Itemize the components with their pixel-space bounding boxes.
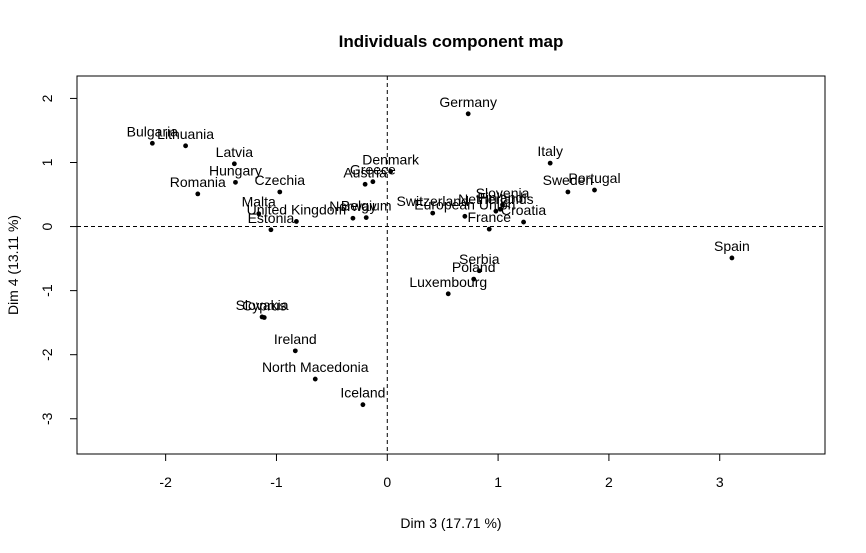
- data-point: [476, 268, 482, 274]
- y-tick-label: 2: [39, 94, 55, 102]
- point-label: Sweden: [543, 172, 594, 188]
- reference-lines: [77, 76, 825, 454]
- data-point: [294, 219, 299, 224]
- y-tick-label: 1: [39, 158, 55, 166]
- x-tick-label: 0: [383, 474, 391, 490]
- data-point: [471, 276, 477, 282]
- point-label: United Kingdom: [247, 201, 347, 217]
- y-tick-label: -2: [39, 348, 55, 361]
- point-label: Portugal: [568, 170, 620, 186]
- point-label: Hungary: [209, 162, 262, 178]
- y-tick-label: -3: [39, 412, 55, 425]
- point-label: Luxembourg: [409, 274, 487, 290]
- point-label: Iceland: [340, 385, 385, 401]
- data-point: [493, 208, 499, 214]
- point-label: Latvia: [216, 144, 254, 160]
- y-tick-label: 0: [39, 222, 55, 230]
- x-tick-label: 2: [605, 474, 613, 490]
- data-point: [149, 140, 155, 146]
- data-point: [500, 202, 505, 208]
- point-label: Slovakia: [236, 297, 289, 313]
- point-label: Denmark: [362, 151, 420, 167]
- point-label: North Macedonia: [262, 359, 369, 375]
- point-label: Italy: [537, 143, 563, 159]
- x-tick-label: -1: [270, 474, 283, 490]
- data-point: [592, 187, 597, 193]
- data-point: [565, 189, 571, 195]
- point-label: Finland: [477, 189, 523, 205]
- plot-frame: [76, 75, 826, 455]
- point-label: Ireland: [274, 331, 317, 347]
- point-label: Greece: [350, 162, 396, 178]
- point-label: Spain: [714, 238, 750, 254]
- point-label: Germany: [439, 94, 497, 110]
- data-point: [462, 213, 468, 219]
- data-point: [465, 111, 471, 117]
- point-label: Belgium: [341, 198, 392, 214]
- data-point: [521, 219, 526, 225]
- point-label: Cyprus: [242, 298, 286, 314]
- data-point: [370, 179, 376, 185]
- data-point: [360, 402, 366, 408]
- point-label: Serbia: [459, 251, 500, 267]
- data-point: [430, 210, 436, 216]
- data-point: [388, 169, 394, 174]
- data-point: [233, 179, 238, 185]
- y-axis-label: Dim 4 (13.11 %): [5, 215, 21, 315]
- point-label: Bulgaria: [127, 123, 179, 139]
- data-point: [486, 226, 492, 232]
- data-point: [231, 161, 237, 167]
- point-label: Lithuania: [157, 126, 214, 142]
- y-tick-label: -1: [39, 284, 55, 297]
- data-point: [445, 291, 451, 297]
- point-label: European Union: [414, 196, 515, 212]
- point-label: Romania: [170, 174, 226, 190]
- point-label: Norway: [329, 198, 376, 214]
- point-label: Estonia: [248, 210, 295, 226]
- data-point: [363, 215, 369, 220]
- point-label: Slovenia: [476, 185, 530, 201]
- x-tick-label: 3: [716, 474, 724, 490]
- point-label: Poland: [452, 259, 496, 275]
- data-point: [362, 181, 368, 187]
- point-label: Croatia: [501, 202, 546, 218]
- data-point: [268, 227, 274, 233]
- x-axis-label: Dim 3 (17.71 %): [400, 515, 501, 531]
- point-label: Malta: [242, 194, 276, 210]
- data-point: [497, 206, 503, 212]
- point-label: Czechia: [254, 172, 305, 188]
- data-point: [547, 160, 553, 166]
- data-point: [292, 348, 298, 354]
- data-point: [729, 255, 735, 261]
- data-point: [195, 191, 201, 197]
- data-point: [350, 215, 356, 221]
- data-point: [277, 189, 283, 195]
- data-point: [183, 143, 188, 149]
- point-label: Switzerland: [397, 193, 469, 209]
- point-label: France: [467, 209, 511, 225]
- x-tick-label: -2: [159, 474, 172, 490]
- data-point: [312, 376, 318, 382]
- data-point: [256, 211, 262, 217]
- chart-title: Individuals component map: [339, 32, 564, 51]
- axes: -2 -1 0 1 2 3 -3 -2 -1 0 1 2: [39, 94, 724, 490]
- x-tick-label: 1: [494, 474, 502, 490]
- point-label: Netherlands: [458, 191, 534, 207]
- point-label: Austria: [343, 164, 387, 180]
- data-point: [259, 314, 265, 320]
